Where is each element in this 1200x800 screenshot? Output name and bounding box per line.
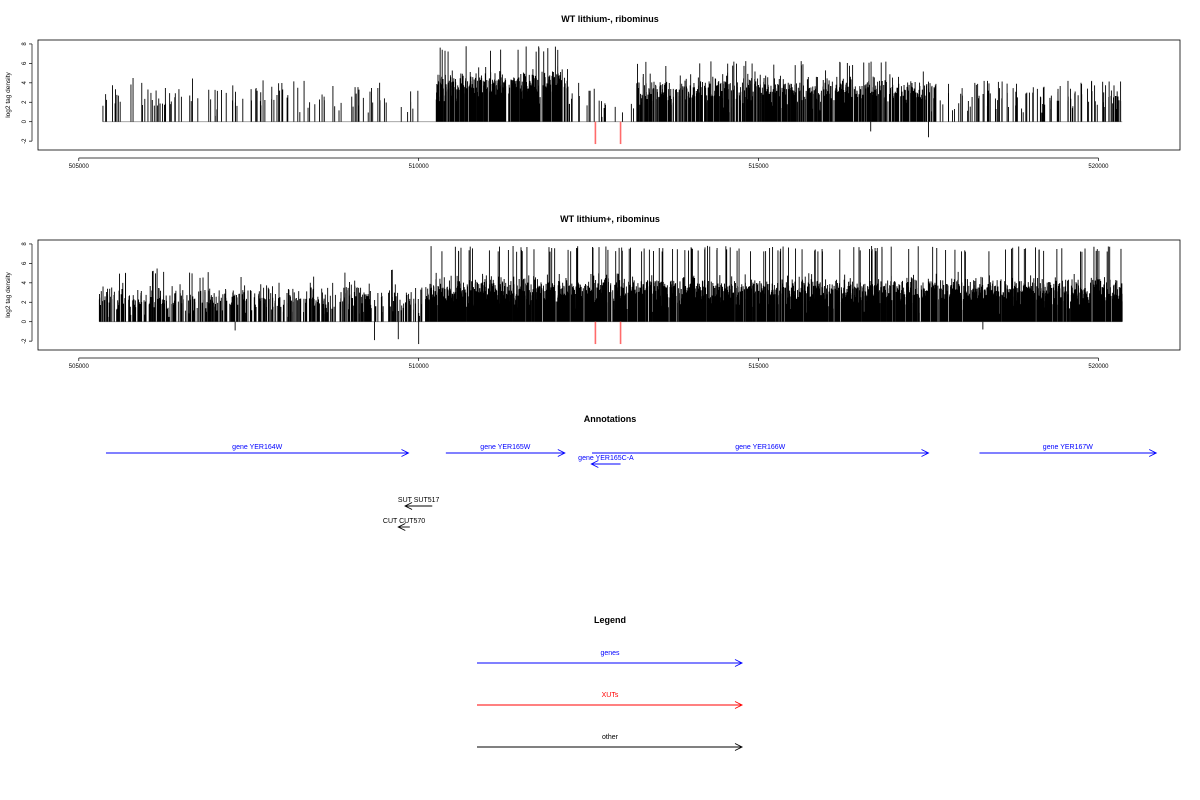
y-tick-label: 6 [22,261,28,265]
y-tick-label: 4 [22,80,28,84]
legend-arrow-gene [477,659,744,667]
y-axis: -2 0 2 4 6 8 [22,42,33,144]
annotation-label: gene YER164W [232,444,282,451]
x-axis: 505000 510000 515000 520000 [69,357,1109,370]
annotation-items: gene YER164W gene YER165W gene YER165C-A ge… [105,444,1158,531]
legend: Legend genes XUTs other [477,615,744,751]
annotation-arrow [404,502,433,510]
y-tick-label: -2 [22,338,28,344]
legend-items: genes XUTs other [477,650,744,751]
y-tick-label: 2 [22,300,28,304]
annotation-arrow [590,460,621,468]
x-tick-label: 520000 [1088,364,1109,370]
annotation-arrow [592,449,930,457]
y-axis-label: log2 tag density [5,71,12,117]
annotation-label: gene YER165C-A [578,455,634,462]
x-tick-label: 505000 [69,364,90,370]
y-tick-label: 8 [22,42,28,46]
annotation-label: gene YER165W [480,444,530,451]
y-tick-label: 8 [22,242,28,246]
annotation-label: SUT SUT517 [398,497,440,504]
panel-title: WT lithium+, ribominus [560,214,660,224]
x-tick-label: 520000 [1088,164,1109,170]
plot-frame [37,39,1181,151]
legend-label: other [602,734,619,741]
annotations-title: Annotations [584,414,637,424]
annotation-label: gene YER166W [735,444,785,451]
plot-frame [37,239,1181,351]
annotation-arrow [105,449,410,457]
track-panel-lithium-plus: WT lithium+, ribominus log2 tag density … [5,214,1181,370]
y-tick-label: 6 [22,61,28,65]
y-axis: -2 0 2 4 6 8 [22,242,33,344]
x-tick-label: 510000 [409,364,430,370]
x-tick-label: 505000 [69,164,90,170]
annotation-arrow [397,523,410,531]
legend-label: genes [600,650,620,657]
y-tick-label: 0 [22,319,28,323]
x-tick-label: 515000 [749,364,770,370]
legend-title: Legend [594,615,626,625]
annotation-label: gene YER167W [1043,444,1093,451]
annotation-arrow [445,449,566,457]
tag-density-bars [98,245,1123,322]
annotation-arrow [979,449,1158,457]
x-tick-label: 515000 [749,164,770,170]
legend-label: XUTs [602,692,619,699]
signal-bars [102,46,1123,145]
legend-arrow-xut [477,701,744,709]
y-tick-label: 4 [22,280,28,284]
panel-title: WT lithium-, ribominus [561,14,659,24]
signal-bars [98,245,1123,345]
y-tick-label: -2 [22,138,28,144]
track-panel-lithium-minus: WT lithium-, ribominus log2 tag density … [5,14,1181,170]
legend-arrow-other [477,743,744,751]
y-tick-label: 0 [22,119,28,123]
x-axis: 505000 510000 515000 520000 [69,157,1109,170]
annotation-label: CUT CUT570 [383,518,425,525]
annotations-track: Annotations gene YER164W gene YER165Wgene… [105,414,1158,531]
x-tick-label: 510000 [409,164,430,170]
y-tick-label: 2 [22,100,28,104]
y-axis-label: log2 tag density [5,271,12,317]
tag-density-bars [102,46,1122,122]
